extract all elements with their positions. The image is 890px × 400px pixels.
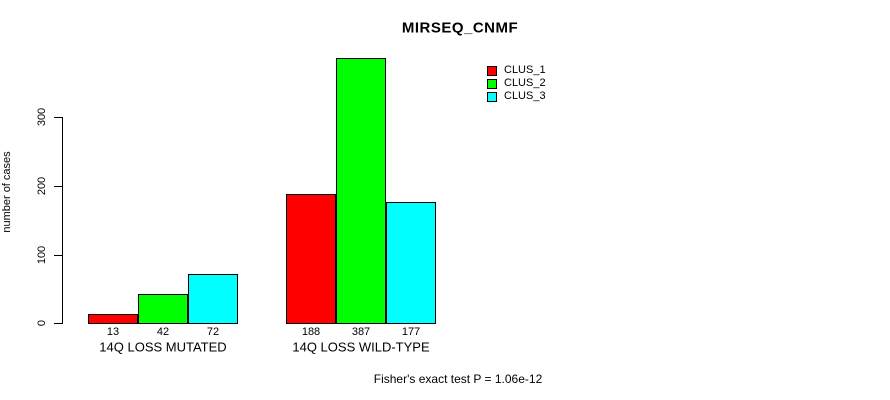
y-axis-tick xyxy=(54,255,62,256)
bar-clus_3-group2 xyxy=(386,202,436,324)
legend-swatch-icon xyxy=(487,65,497,76)
legend-swatch-icon xyxy=(487,78,497,89)
bar-clus_1-group2 xyxy=(286,194,336,324)
y-axis-tick-label: 300 xyxy=(36,107,48,127)
y-axis-tick xyxy=(54,186,62,187)
y-axis-tick-label: 0 xyxy=(36,319,48,327)
legend-item-clus_1: CLUS_1 xyxy=(487,64,546,77)
category-label-group2: 14Q LOSS WILD-TYPE xyxy=(292,339,430,355)
legend-label: CLUS_3 xyxy=(504,90,546,102)
bar-value-label: 177 xyxy=(401,326,421,338)
bar-value-label: 72 xyxy=(206,326,220,338)
bar-value-label: 387 xyxy=(351,326,371,338)
legend: CLUS_1 CLUS_2 CLUS_3 xyxy=(487,64,546,103)
legend-swatch-icon xyxy=(487,91,497,102)
y-axis-label: number of cases xyxy=(1,151,13,233)
bar-clus_2-group2 xyxy=(336,58,386,324)
chart-title: MIRSEQ_CNMF xyxy=(401,19,519,37)
bar-clus_1-group1 xyxy=(88,314,138,324)
category-label-group1: 14Q LOSS MUTATED xyxy=(99,339,227,355)
y-axis-tick xyxy=(54,323,62,324)
y-axis-tick xyxy=(54,117,62,118)
y-axis-line xyxy=(62,117,63,324)
bar-value-label: 13 xyxy=(106,326,120,338)
bar-clus_3-group1 xyxy=(188,274,238,324)
y-axis-tick-label: 200 xyxy=(36,176,48,196)
y-axis-tick-label: 100 xyxy=(36,245,48,265)
bar-value-label: 188 xyxy=(301,326,321,338)
legend-label: CLUS_1 xyxy=(504,64,546,76)
bar-value-label: 42 xyxy=(156,326,170,338)
bar-clus_2-group1 xyxy=(138,294,188,324)
legend-label: CLUS_2 xyxy=(504,77,546,89)
footnote-pvalue: Fisher's exact test P = 1.06e-12 xyxy=(373,372,543,386)
legend-item-clus_2: CLUS_2 xyxy=(487,77,546,90)
legend-item-clus_3: CLUS_3 xyxy=(487,90,546,103)
